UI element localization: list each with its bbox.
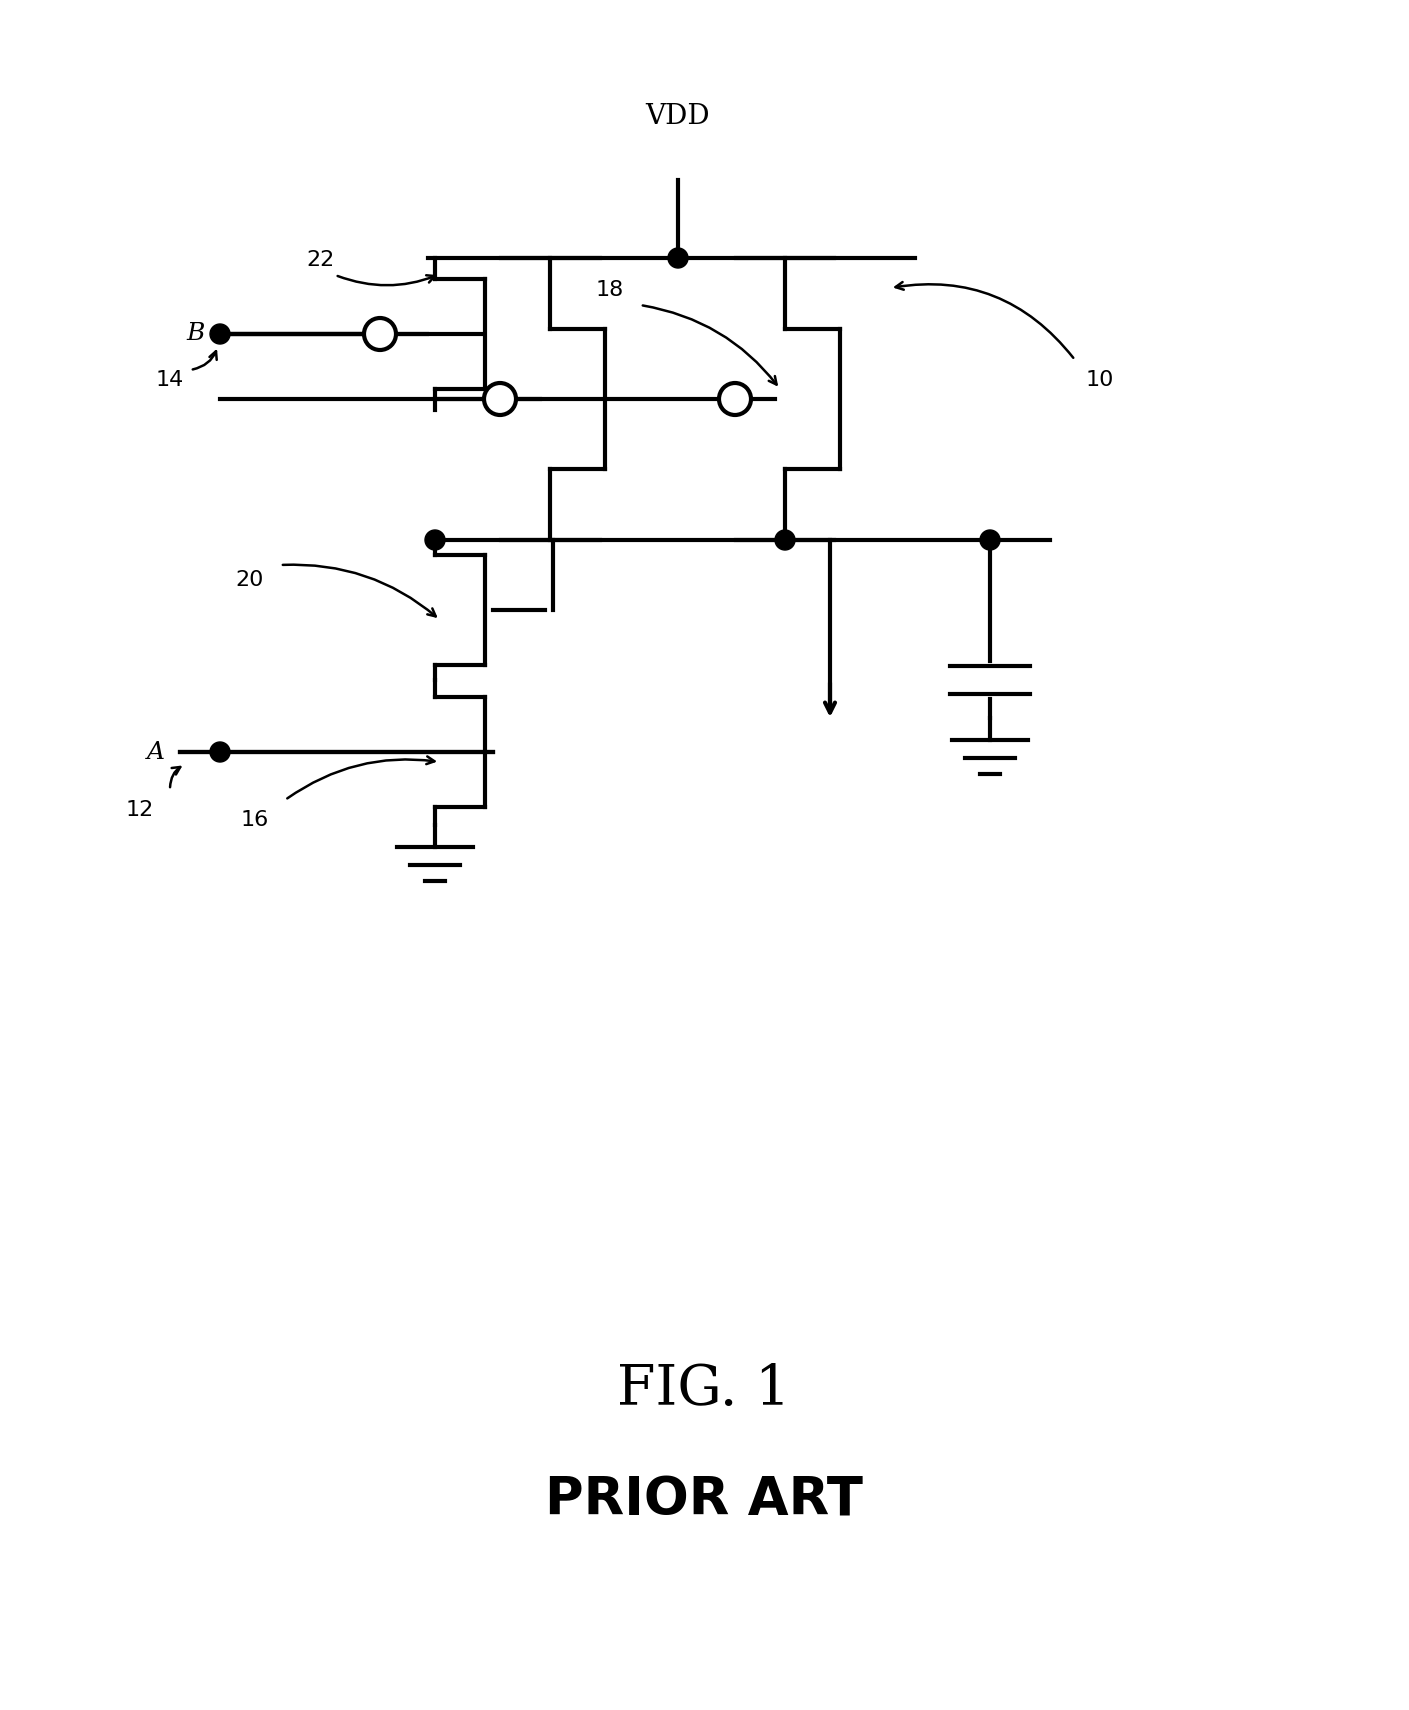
- Text: 16: 16: [241, 811, 269, 829]
- Text: A: A: [147, 740, 165, 763]
- Text: 10: 10: [1086, 369, 1115, 390]
- Text: 12: 12: [125, 800, 154, 821]
- Text: 20: 20: [235, 569, 265, 590]
- Text: 22: 22: [306, 250, 334, 270]
- Text: B: B: [186, 323, 204, 345]
- Text: FIG. 1: FIG. 1: [617, 1363, 790, 1418]
- Circle shape: [210, 742, 230, 763]
- Circle shape: [364, 318, 396, 351]
- Text: 14: 14: [156, 369, 185, 390]
- Text: PRIOR ART: PRIOR ART: [545, 1474, 862, 1525]
- Circle shape: [426, 530, 445, 551]
- Text: VDD: VDD: [645, 103, 710, 130]
- Text: 18: 18: [596, 280, 624, 299]
- Circle shape: [485, 383, 516, 416]
- Circle shape: [775, 530, 795, 551]
- Circle shape: [719, 383, 751, 416]
- Circle shape: [981, 530, 1000, 551]
- Circle shape: [210, 323, 230, 344]
- Circle shape: [668, 248, 688, 268]
